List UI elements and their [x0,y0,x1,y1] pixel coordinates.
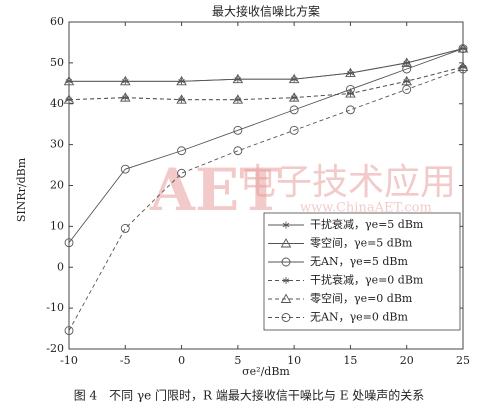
chart-title: 最大接收信噪比方案 [212,4,320,19]
x-tick-label: 5 [234,354,241,367]
series-line [68,68,464,331]
point [176,75,187,86]
point [176,94,187,104]
legend-label: 无AN，γe=5 dBm [310,255,408,268]
series-line [68,66,464,101]
point [288,92,300,102]
legend-label: 无AN，γe=0 dBm [310,311,408,324]
point [289,105,299,115]
point [232,94,244,104]
point [233,125,243,135]
legend-box [263,212,461,331]
x-tick-label: 15 [343,354,357,367]
legend-label: 零空间，γe=5 dBm [310,236,413,250]
point [232,73,244,84]
y-tick-label: -10 [46,301,64,314]
point [120,92,131,102]
legend-marker [280,293,292,303]
x-tick-label: 20 [400,354,414,367]
y-tick-label: 30 [50,138,64,151]
legend-marker [282,277,290,284]
y-tick-label: 50 [50,56,64,69]
point [459,45,467,53]
y-tick-label: -20 [46,342,64,355]
legend-label: 干扰衰减，γe=5 dBm [310,217,424,231]
legend-label: 零空间，γe=0 dBm [310,291,413,305]
watermark: 电子技术应用 [240,162,456,203]
series-line [69,48,464,82]
point [63,75,75,86]
y-tick-label: 60 [50,15,64,28]
point [64,238,74,248]
legend-marker [281,313,291,322]
point [402,84,412,94]
legend-marker [281,257,291,267]
y-tick-label: 10 [50,219,64,232]
point [459,63,467,71]
point [345,88,356,98]
x-tick-label: -5 [120,354,131,367]
x-axis-label: σe²/dBm [242,365,290,378]
series-line [68,48,464,243]
point [177,146,187,156]
point [457,61,469,71]
point [458,44,468,54]
point [233,146,243,156]
x-tick-label: 0 [178,354,185,367]
y-tick-label: 20 [50,179,64,192]
watermark: www.ChinaAET.com [300,201,432,216]
point [120,164,130,174]
x-tick-label: -10 [60,354,78,367]
x-tick-label: 25 [456,354,470,367]
y-tick-label: 40 [50,97,64,110]
point [345,67,356,78]
y-tick-label: 0 [57,260,64,273]
point [401,57,412,67]
point [177,168,187,178]
point [401,75,412,86]
point [64,326,74,336]
point [288,73,300,84]
point [402,64,412,74]
point [289,125,299,135]
x-tick-label: 10 [287,354,301,367]
point [345,105,355,115]
legend-marker [282,221,290,229]
legend-label: 干扰衰减，γe=0 dBm [310,273,424,287]
point [120,223,130,233]
y-axis-label: SINRr/dBm [15,157,28,222]
legend-marker [280,238,292,248]
caption: 图 4 不同 γe 门限时，R 端最大接收信干噪比与 E 处噪声的关系 [74,388,425,403]
point [63,94,75,104]
point [457,43,469,53]
watermark: AET [149,156,282,224]
point [458,64,468,74]
point [120,75,131,86]
